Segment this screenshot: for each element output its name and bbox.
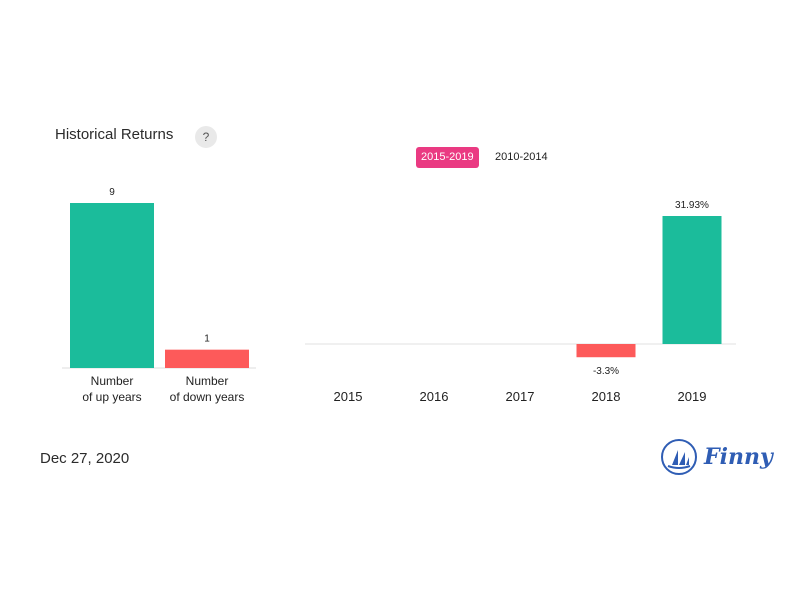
bar-2018	[576, 344, 636, 358]
year-label: 2015	[334, 389, 363, 404]
category-label: of up years	[82, 390, 141, 404]
period-button-2015-2019[interactable]: 2015-2019	[416, 147, 479, 168]
bar-down-years	[165, 349, 249, 368]
category-label: Number	[186, 374, 229, 388]
data-label: 31.93%	[675, 200, 709, 211]
period-button-2010-2014[interactable]: 2010-2014	[495, 151, 548, 163]
category-label: of down years	[170, 390, 245, 404]
finny-logo: Finny	[660, 438, 773, 476]
bar-2019	[662, 216, 722, 344]
year-label: 2019	[678, 389, 707, 404]
data-label: 9	[109, 187, 115, 198]
category-label: Number	[91, 374, 134, 388]
as-of-date: Dec 27, 2020	[40, 450, 130, 467]
year-label: 2018	[592, 389, 621, 404]
data-label: 1	[204, 334, 210, 345]
page-title: Historical Returns	[55, 126, 174, 143]
bar-up-years	[70, 203, 154, 368]
year-label: 2017	[506, 389, 535, 404]
data-label: -3.3%	[593, 366, 619, 377]
logo-text: Finny	[704, 444, 773, 470]
help-icon[interactable]: ?	[195, 126, 217, 148]
sailboat-icon	[661, 439, 697, 475]
year-label: 2016	[420, 389, 449, 404]
